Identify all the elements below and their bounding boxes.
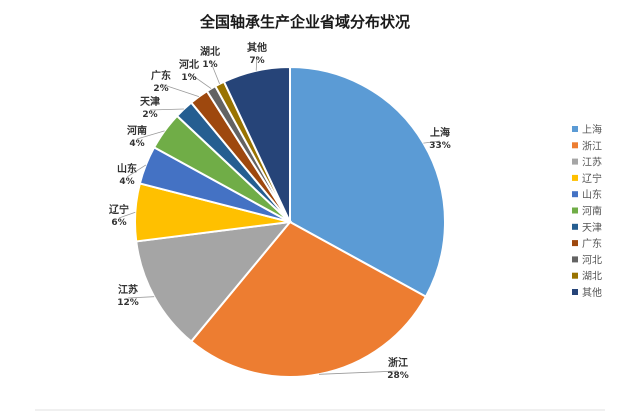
data-label-pct-9: 1%: [202, 60, 217, 70]
legend-swatch-7: [572, 240, 578, 247]
leader-line-6: [149, 108, 184, 111]
legend-label-1: 浙江: [582, 140, 602, 152]
data-label-pct-2: 12%: [117, 298, 139, 308]
data-labels: 上海33%浙江28%江苏12%辽宁6%山东4%河南4%天津2%广东2%河北1%湖…: [109, 41, 451, 381]
leader-line-2: [127, 296, 155, 299]
legend-label-5: 河南: [582, 205, 602, 218]
pie-slices: [133, 65, 446, 378]
leader-line-3: [118, 211, 136, 219]
data-label-name-6: 天津: [140, 95, 160, 108]
legend-swatch-3: [572, 174, 578, 181]
leader-line-4: [126, 164, 147, 178]
data-label-name-4: 山东: [117, 162, 137, 175]
legend-swatch-6: [572, 223, 578, 230]
legend-label-7: 广东: [582, 237, 602, 250]
data-label-name-2: 江苏: [118, 283, 138, 296]
legend-swatch-10: [572, 289, 578, 295]
legend-swatch-8: [572, 256, 578, 263]
legend-label-8: 河北: [582, 254, 602, 266]
leader-lines: [118, 55, 441, 375]
legend-label-9: 湖北: [582, 271, 602, 283]
data-label-pct-1: 28%: [387, 371, 409, 381]
legend-label-10: 其他: [582, 286, 602, 299]
pie-slice-10: [222, 65, 291, 223]
data-label-pct-6: 2%: [142, 110, 157, 120]
data-label-pct-7: 2%: [153, 84, 168, 94]
leader-line-0: [423, 140, 441, 144]
data-label-pct-10: 7%: [249, 56, 264, 66]
legend-label-2: 江苏: [582, 156, 602, 169]
legend-label-0: 上海: [582, 123, 602, 136]
legend-swatch-9: [572, 272, 578, 279]
legend-label-3: 辽宁: [582, 172, 602, 185]
data-label-name-3: 辽宁: [109, 203, 129, 216]
leader-line-8: [188, 72, 212, 89]
data-label-pct-3: 6%: [111, 218, 126, 228]
legend-swatch-0: [572, 126, 578, 132]
data-label-name-10: 其他: [247, 41, 267, 54]
data-label-name-1: 浙江: [388, 356, 408, 369]
data-label-name-7: 广东: [151, 69, 171, 82]
data-label-name-8: 河北: [179, 58, 199, 71]
chart-title: 全国轴承生产企业省域分布状况: [199, 13, 410, 31]
data-label-name-0: 上海: [430, 126, 450, 139]
data-label-name-9: 湖北: [200, 45, 220, 58]
leader-line-9: [209, 59, 220, 85]
data-label-pct-5: 4%: [129, 139, 144, 149]
legend-swatch-2: [572, 158, 578, 165]
legend-swatch-4: [572, 191, 578, 198]
legend-label-6: 天津: [582, 222, 602, 234]
legend-label-4: 山东: [582, 188, 602, 201]
leader-line-5: [136, 130, 165, 140]
data-label-pct-8: 1%: [181, 73, 196, 83]
data-label-name-5: 河南: [127, 124, 147, 137]
legend-swatch-1: [572, 142, 578, 149]
legend-swatch-5: [572, 207, 578, 214]
data-label-pct-0: 33%: [429, 141, 451, 151]
data-label-pct-4: 4%: [119, 177, 134, 187]
leader-line-10: [255, 55, 258, 71]
pie-slice-0: [289, 65, 446, 299]
leader-line-1: [318, 370, 399, 375]
leader-line-7: [160, 83, 200, 97]
